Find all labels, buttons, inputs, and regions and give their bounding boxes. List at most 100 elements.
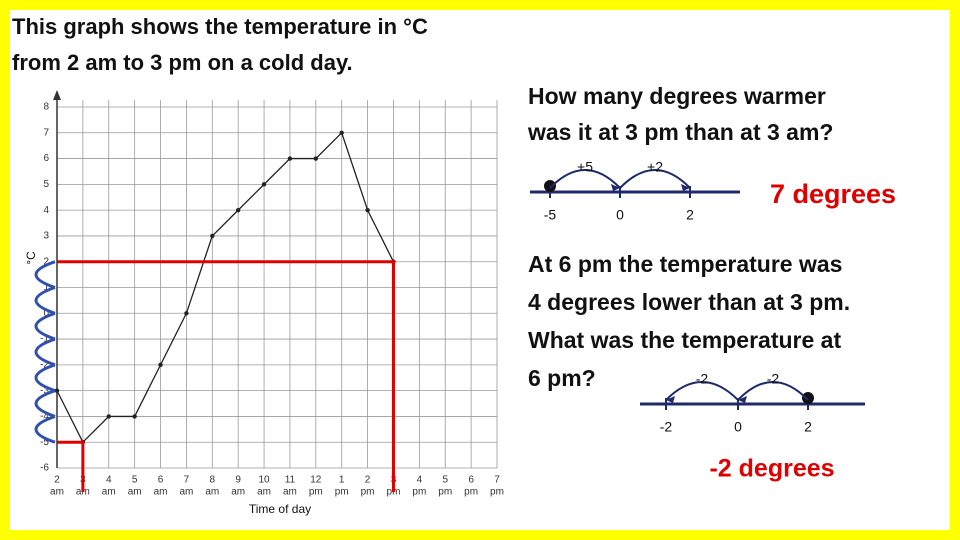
- hop-arrow: [666, 396, 675, 403]
- y-tick-label: -4: [40, 411, 49, 422]
- hop-label: +2: [647, 159, 663, 175]
- hop-label: -2: [696, 371, 709, 387]
- data-point: [132, 414, 137, 419]
- data-point: [313, 156, 319, 161]
- count-arc: [34, 311, 56, 341]
- count-arc: [34, 363, 56, 393]
- x-tick-label: pm: [412, 487, 426, 498]
- x-tick-label: 4: [106, 475, 112, 486]
- start-dot: [802, 392, 814, 404]
- count-arc: [34, 415, 56, 444]
- temperature-line: [56, 131, 395, 444]
- number-label: -2: [660, 419, 673, 435]
- y-tick-label: -5: [40, 437, 49, 448]
- axis-arrow: [53, 90, 61, 100]
- guide-line: [57, 260, 395, 492]
- data-point: [339, 130, 344, 135]
- question-text: How many degrees warmer: [528, 83, 826, 109]
- number-label: 0: [616, 207, 624, 223]
- hop-arrow: [681, 184, 690, 191]
- x-tick-label: am: [50, 487, 64, 498]
- hop-arrow: [738, 396, 747, 403]
- title: This graph shows the temperature in °C: [12, 14, 428, 39]
- count-arc: [34, 260, 56, 289]
- x-tick-label: 5: [442, 475, 448, 486]
- count-arc: [34, 286, 56, 315]
- data-point: [261, 182, 267, 187]
- x-tick-label: 1: [339, 475, 345, 486]
- x-tick-label: pm: [464, 487, 478, 498]
- answer: -2 degrees: [709, 455, 834, 483]
- answer: 7 degrees: [770, 179, 896, 209]
- x-tick-label: pm: [335, 487, 349, 498]
- y-tick-label: 5: [43, 179, 49, 190]
- x-tick-label: pm: [438, 487, 452, 498]
- x-tick-label: am: [76, 487, 90, 498]
- x-tick-label: 12: [310, 475, 322, 486]
- question-text: was it at 3 pm than at 3 am?: [527, 119, 833, 145]
- question-text: 6 pm?: [528, 365, 596, 391]
- data-point: [287, 156, 293, 161]
- number-label: 2: [686, 207, 694, 223]
- data-point: [54, 388, 60, 393]
- number-label: 0: [734, 419, 742, 435]
- count-arc: [34, 389, 56, 418]
- y-tick-label: 2: [43, 256, 49, 267]
- x-tick-label: 10: [258, 475, 270, 486]
- data-point: [235, 207, 241, 213]
- data-point: [365, 207, 370, 213]
- data-point: [184, 311, 189, 316]
- hop-arc: [665, 381, 739, 401]
- x-axis-label: Time of day: [249, 502, 311, 516]
- x-tick-label: 2: [365, 475, 371, 486]
- x-tick-label: pm: [490, 487, 504, 498]
- y-tick-label: 1: [43, 282, 49, 293]
- y-tick-label: -3: [40, 385, 49, 396]
- x-tick-label: pm: [309, 487, 323, 498]
- x-tick-label: am: [231, 487, 245, 498]
- x-tick-label: 4: [417, 475, 423, 486]
- x-tick-label: am: [283, 487, 297, 498]
- x-tick-label: 9: [235, 475, 241, 486]
- y-axis-label: °C: [24, 251, 38, 265]
- x-tick-label: pm: [361, 487, 375, 498]
- x-tick-label: 6: [158, 475, 164, 486]
- data-point: [158, 362, 163, 368]
- y-tick-label: 7: [43, 127, 49, 138]
- hop-arc: [737, 381, 809, 401]
- y-tick-label: -6: [40, 463, 49, 474]
- x-tick-label: am: [102, 487, 116, 498]
- hop-arc: [549, 169, 621, 189]
- hop-arc: [619, 169, 691, 189]
- x-tick-label: am: [205, 487, 219, 498]
- question-text: What was the temperature at: [528, 327, 841, 353]
- x-tick-label: 7: [184, 475, 190, 486]
- x-tick-label: 6: [468, 475, 474, 486]
- y-tick-label: 0: [43, 308, 49, 319]
- data-point: [106, 414, 111, 419]
- x-tick-label: am: [154, 487, 168, 498]
- x-tick-label: am: [128, 487, 142, 498]
- y-tick-label: -2: [40, 359, 49, 370]
- x-tick-label: 8: [210, 475, 216, 486]
- x-tick-label: pm: [387, 487, 401, 498]
- number-label: 2: [804, 419, 812, 435]
- hop-label: +5: [577, 159, 593, 175]
- y-tick-label: -1: [40, 334, 49, 345]
- x-tick-label: 5: [132, 475, 138, 486]
- question-text: At 6 pm the temperature was: [528, 251, 842, 277]
- hop-label: -2: [767, 371, 780, 387]
- x-tick-label: am: [257, 487, 271, 498]
- x-tick-label: am: [179, 487, 193, 498]
- guide-line: [57, 440, 85, 492]
- y-tick-label: 3: [43, 231, 49, 242]
- hop-arrow: [611, 184, 620, 191]
- start-dot: [544, 180, 556, 192]
- x-tick-label: 11: [285, 475, 296, 486]
- y-tick-label: 8: [43, 102, 49, 113]
- data-point: [210, 233, 215, 239]
- x-tick-label: 2: [54, 475, 60, 486]
- title: from 2 am to 3 pm on a cold day.: [12, 50, 353, 75]
